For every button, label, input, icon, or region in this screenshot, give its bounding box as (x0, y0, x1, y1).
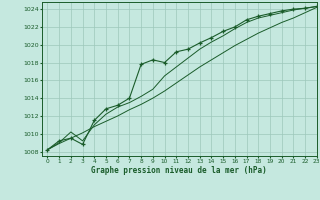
X-axis label: Graphe pression niveau de la mer (hPa): Graphe pression niveau de la mer (hPa) (91, 166, 267, 175)
